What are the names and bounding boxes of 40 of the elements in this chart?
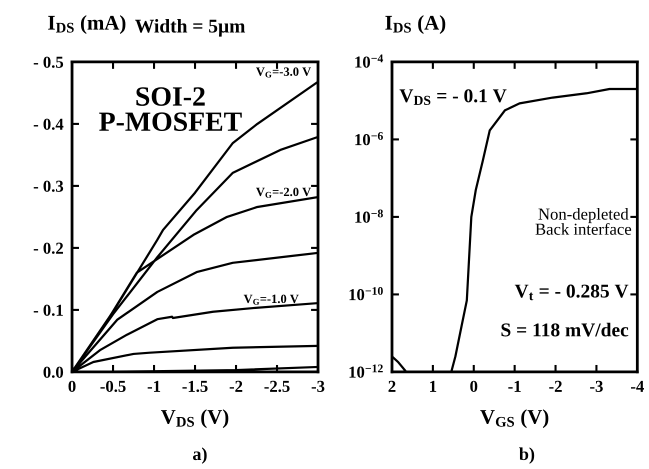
x-tick-label: -3 xyxy=(590,380,603,392)
text: a) xyxy=(193,447,207,464)
x-tick-label: -2 xyxy=(549,380,562,392)
y-tick-label: 0.0 xyxy=(44,366,64,378)
annotation: Non-depleted Back interface xyxy=(535,208,632,235)
y-axis-title: I$_{DS}$ (A) xyxy=(385,15,446,34)
annotation: V$_{G}$=-3.0 V xyxy=(256,67,312,78)
x-tick-label: -1 xyxy=(148,380,160,392)
text: b) xyxy=(519,447,534,464)
y-tick-label: 10$^{−8}$ xyxy=(355,210,383,223)
annotation: V$_{DS}$ = - 0.1 V xyxy=(400,89,507,105)
y-tick-label: - 0.3 xyxy=(34,180,64,192)
x-tick-label: 0 xyxy=(68,380,76,392)
x-tick-label: -2 xyxy=(230,380,242,392)
x-tick-label: 1 xyxy=(430,380,436,392)
x-axis-title: V$_{GS}$ (V) xyxy=(480,409,548,428)
y-tick-label: 10$^{−6}$ xyxy=(355,132,383,146)
y-tick-label: 10$^{−4}$ xyxy=(355,54,384,68)
y-tick-label: - 0.4 xyxy=(34,118,64,130)
y-axis-title: I$_{DS}$ (mA) xyxy=(48,15,126,34)
x-tick-label: -3 xyxy=(312,380,324,392)
x-tick-label: -1 xyxy=(508,380,521,392)
annotation: V$_{G}$=-1.0 V xyxy=(244,294,299,305)
annotation: V$_{G}$=-2.0 V xyxy=(256,188,312,198)
y-tick-label: - 0.1 xyxy=(34,304,63,316)
chart-title: Width = 5µm xyxy=(135,18,246,37)
y-tick-label: - 0.5 xyxy=(34,56,64,68)
x-axis-title: V$_{DS}$ (V) xyxy=(160,409,228,428)
x-tick-label: -4 xyxy=(630,380,644,392)
x-tick-label: 2 xyxy=(388,380,396,392)
annotation: S = 118 mV/dec xyxy=(501,322,628,337)
x-tick-label: 0 xyxy=(470,380,478,392)
annotation: SOI-2 P-MOSFET xyxy=(99,87,242,132)
y-tick-label: 10$^{−12}$ xyxy=(350,364,383,378)
annotation: V$_{t}$ = - 0.285 V xyxy=(514,284,628,300)
y-tick-label: 10$^{−10}$ xyxy=(350,287,383,300)
x-tick-label: -0.5 xyxy=(100,380,126,392)
x-tick-label: -1.5 xyxy=(182,380,208,392)
y-tick-label: - 0.2 xyxy=(34,242,63,254)
x-tick-label: -2.5 xyxy=(264,380,290,392)
